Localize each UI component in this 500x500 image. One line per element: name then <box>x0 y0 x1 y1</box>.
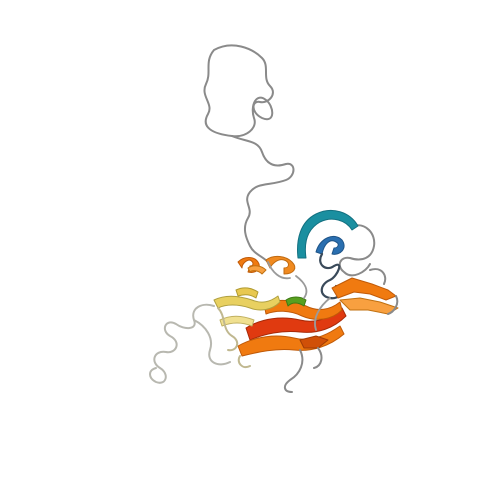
helix-blue-curl <box>315 236 345 255</box>
sheet-yellow-c <box>235 287 259 299</box>
sheet-orange-right-b <box>339 297 399 315</box>
helix-teal-strand <box>297 210 359 259</box>
sheet-yellow-b <box>219 315 255 327</box>
coil-right-loop <box>338 224 376 277</box>
coil-bottom-tail <box>284 347 323 393</box>
coil-inner-links <box>267 261 331 331</box>
sheet-orange-top-b <box>265 255 296 275</box>
sheet-red-center <box>245 307 347 341</box>
coil-top-loop <box>203 44 274 138</box>
sheet-dark-orange-tip <box>299 335 329 349</box>
sheet-green-strip <box>285 296 307 307</box>
sheet-orange-top-c <box>247 265 267 275</box>
coil-lower-mid <box>217 307 251 368</box>
sheet-yellow-a <box>213 295 281 311</box>
coil-descending <box>231 135 295 263</box>
coil-lower-left <box>149 303 231 384</box>
sheet-orange-right-a <box>331 277 397 301</box>
sheet-orange-lower <box>237 325 345 357</box>
coil-right-tail <box>369 268 399 315</box>
